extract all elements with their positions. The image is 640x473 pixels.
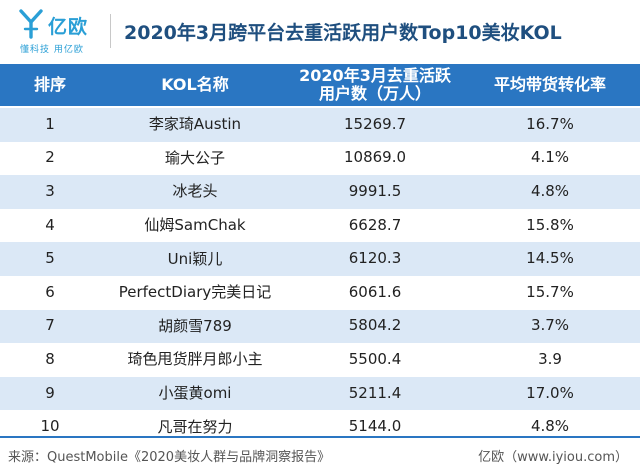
conversion-rate-cell: 3.9 [460,341,640,376]
table-row: 9 小蛋黄omi 5211.4 17.0% [0,374,640,410]
table-row: 8 琦色甩货胖月郎小主 5500.4 3.9 [0,341,640,376]
conversion-rate-cell: 16.7% [460,106,640,141]
kol-name-cell: 仙姆SamChak [100,206,290,242]
active-users-cell: 15269.7 [290,106,460,141]
column-conversion-rate-header: 平均带货转化率 [460,64,640,107]
kol-name-cell: 琦色甩货胖月郎小主 [100,341,290,376]
active-users-cell: 5804.2 [290,307,460,343]
kol-name-cell: 瑜大公子 [100,139,290,175]
kol-ranking-table: 排序 KOL名称 2020年3月去重活跃 用户数（万人） 平均带货转化率 1 李家琦Aus… [0,64,640,442]
conversion-rate-cell: 17.0% [460,374,640,410]
table-row: 3 冰老头 9991.5 4.8% [0,173,640,208]
conversion-rate-cell: 3.7% [460,307,640,343]
kol-name-cell: Uni颖儿 [100,240,290,275]
brand-logo-text: 亿欧 [48,16,89,38]
table-row: 4 仙姆SamChak 6628.7 15.8% [0,206,640,242]
table-row: 7 胡颜雪789 5804.2 3.7% [0,307,640,343]
source-note: 来源：QuestMobile《2020美妆人群与品牌洞察报告》 [8,450,331,465]
active-users-cell: 9991.5 [290,173,460,208]
rank-cell: 9 [0,374,100,410]
column-rank-header: 排序 [0,64,100,107]
kol-name-cell: 冰老头 [100,173,290,208]
kol-name-cell: 胡颜雪789 [100,307,290,343]
rank-cell: 8 [0,341,100,376]
brand-logo: 亿欧 懂科技 用亿欧 [18,8,108,56]
rank-cell: 5 [0,240,100,275]
conversion-rate-cell: 14.5% [460,240,640,275]
header-divider [110,14,111,48]
table-body: 1 李家琦Austin 15269.7 16.7% 2 瑜大公子 10869.0 4.1% 3 冰… [0,106,640,442]
rank-cell: 7 [0,307,100,343]
yiou-logo-icon [19,9,43,39]
kol-name-cell: 李家琦Austin [100,106,290,141]
header: 亿欧 懂科技 用亿欧 2020年3月跨平台去重活跃用户数Top10美妆KOL [0,0,640,64]
rank-cell: 3 [0,173,100,208]
page-title: 2020年3月跨平台去重活跃用户数Top10美妆KOL [124,22,562,44]
active-users-cell: 5500.4 [290,341,460,376]
active-users-cell: 6061.6 [290,273,460,309]
table-row: 6 PerfectDiary完美日记 6061.6 15.7% [0,273,640,309]
credit-note: 亿欧（www.iyiou.com） [478,450,628,465]
conversion-rate-cell: 15.8% [460,206,640,242]
active-users-cell: 6628.7 [290,206,460,242]
active-users-cell: 10869.0 [290,139,460,175]
brand-tagline: 懂科技 用亿欧 [20,45,84,55]
column-active-users-header: 2020年3月去重活跃 用户数（万人） [290,64,460,107]
conversion-rate-cell: 4.1% [460,139,640,175]
conversion-rate-cell: 15.7% [460,273,640,309]
footer: 来源：QuestMobile《2020美妆人群与品牌洞察报告》 亿欧（www.i… [0,436,640,473]
column-kol-name-header: KOL名称 [100,64,290,107]
table-row: 1 李家琦Austin 15269.7 16.7% [0,106,640,141]
rank-cell: 1 [0,106,100,141]
rank-cell: 2 [0,139,100,175]
conversion-rate-cell: 4.8% [460,173,640,208]
table-row: 2 瑜大公子 10869.0 4.1% [0,139,640,175]
active-users-cell: 6120.3 [290,240,460,275]
table-header-row: 排序 KOL名称 2020年3月去重活跃 用户数（万人） 平均带货转化率 [0,64,640,107]
active-users-cell: 5211.4 [290,374,460,410]
table-row: 5 Uni颖儿 6120.3 14.5% [0,240,640,275]
kol-name-cell: 小蛋黄omi [100,374,290,410]
rank-cell: 4 [0,206,100,242]
rank-cell: 6 [0,273,100,309]
kol-name-cell: PerfectDiary完美日记 [100,273,290,309]
